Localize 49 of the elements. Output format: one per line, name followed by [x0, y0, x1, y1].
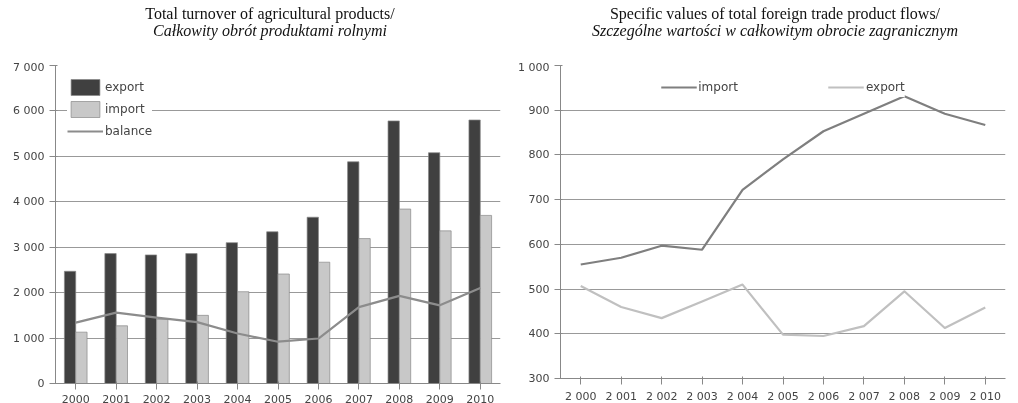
x-tick-label: 2003	[183, 392, 212, 403]
y-tick-label: 300	[528, 372, 550, 385]
legend-label: balance	[105, 124, 153, 138]
x-tick-label: 2006	[304, 392, 333, 403]
y-tick-label: 1 000	[13, 331, 45, 345]
line-series	[579, 283, 987, 338]
y-tick-label: 900	[528, 103, 550, 117]
y-tick-label: 400	[528, 327, 550, 341]
x-tick-label: 2 007	[848, 389, 880, 403]
legend-label: export	[865, 80, 905, 94]
x-tick-label: 2010	[466, 392, 495, 403]
legend-label: import	[698, 80, 738, 94]
y-tick-label: 3 000	[13, 240, 45, 254]
x-tick-label: 2 010	[969, 389, 1002, 403]
x-tick-label: 2007	[344, 392, 373, 403]
chart-subtitle: Szczególne wartości w całkowitym obrocie zagranicznym	[591, 22, 959, 39]
x-tick-label: 2009	[425, 392, 454, 403]
x-tick-label: 2004	[223, 392, 252, 403]
x-tick-label: 2 002	[645, 389, 678, 403]
x-tick-label: 2 006	[807, 389, 840, 403]
legend-label: import	[105, 102, 145, 116]
y-tick-label: 2 000	[13, 286, 45, 300]
y-tick-label: 800	[528, 148, 550, 162]
x-tick-label: 2005	[264, 392, 292, 403]
x-tick-label: 2 005	[767, 389, 799, 403]
line-series	[579, 95, 987, 266]
chart-title: Specific values of total foreign trade product flows/	[608, 5, 942, 22]
y-tick-label: 1 000	[518, 60, 550, 74]
y-tick-label: 5 000	[13, 149, 45, 163]
y-tick-label: 700	[528, 193, 550, 207]
x-tick-label: 2 003	[686, 389, 718, 403]
x-tick-label: 2 008	[888, 389, 921, 403]
x-tick-label: 2 009	[929, 389, 961, 403]
y-tick-label: 6 000	[13, 104, 45, 118]
chart-title: Total turnover of agricultural products/	[145, 5, 395, 22]
x-tick-label: 2 004	[726, 389, 759, 403]
y-tick-label: 4 000	[13, 195, 45, 209]
x-tick-label: 2 000	[564, 389, 597, 403]
x-tick-label: 2 001	[605, 389, 637, 403]
y-tick-label: 7 000	[13, 60, 45, 74]
y-tick-label: 500	[528, 282, 550, 296]
x-tick-label: 2001	[102, 392, 131, 403]
y-tick-label: 600	[528, 237, 550, 251]
x-tick-label: 2000	[61, 392, 90, 403]
y-tick-label: 0	[37, 377, 45, 390]
x-tick-label: 2002	[142, 392, 171, 403]
x-tick-label: 2008	[385, 392, 414, 403]
chart-subtitle: Całkowity obrót produktami rolnymi	[152, 22, 387, 39]
legend-label: export	[105, 80, 144, 94]
